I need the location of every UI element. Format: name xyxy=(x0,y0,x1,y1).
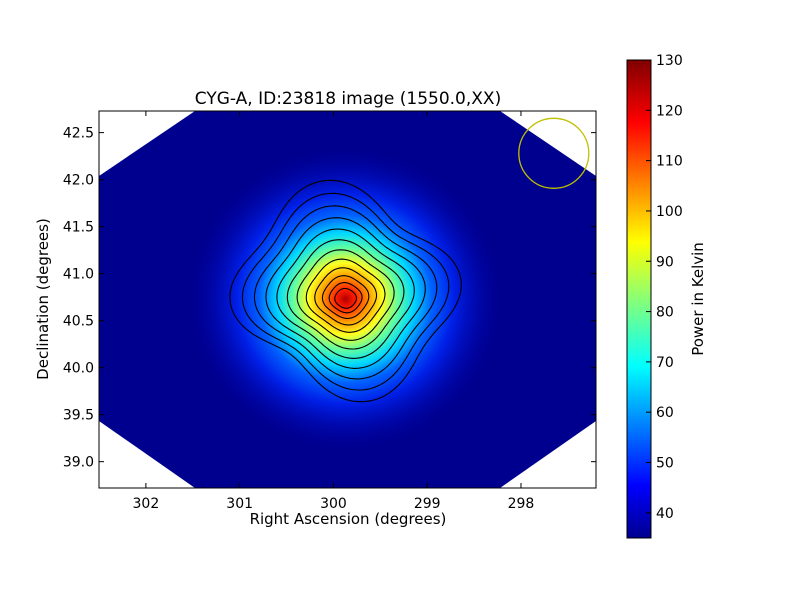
colorbar-tick-label: 50 xyxy=(656,456,674,472)
colorbar-tick-label: 80 xyxy=(656,305,674,321)
contour-line xyxy=(305,258,386,333)
chart-title: CYG-A, ID:23818 image (1550.0,XX) xyxy=(195,89,501,109)
y-axis-ticks: 39.0 39.5 40.0 40.5 41.0 41.5 42.0 42.5 xyxy=(63,126,596,471)
colorbar-tick-label: 90 xyxy=(656,254,674,270)
y-tick-label: 39.0 xyxy=(63,455,94,471)
x-tick-label: 302 xyxy=(133,496,160,512)
colorbar-tick-label: 60 xyxy=(656,405,674,421)
y-tick-label: 40.0 xyxy=(63,361,94,377)
y-tick-label: 40.5 xyxy=(63,314,94,330)
colorbar-tick-label: 100 xyxy=(656,204,683,220)
plot-area xyxy=(99,111,596,488)
contour-line xyxy=(229,179,462,403)
x-tick-label: 299 xyxy=(414,496,441,512)
beam-marker xyxy=(518,117,590,189)
contour-line xyxy=(314,267,378,326)
radio-source xyxy=(190,149,501,450)
y-tick-label: 41.5 xyxy=(63,220,94,236)
colorbar-tick-label: 110 xyxy=(656,154,683,170)
colorbar xyxy=(626,59,652,539)
contour-line xyxy=(241,192,450,391)
contour-line xyxy=(328,282,363,314)
x-axis-ticks: 302 301 300 299 298 xyxy=(133,111,535,512)
x-tick-label: 301 xyxy=(226,496,253,512)
x-tick-label: 298 xyxy=(508,496,535,512)
contour-line xyxy=(253,205,438,380)
contour-lines xyxy=(229,179,462,403)
contour-line xyxy=(276,228,415,359)
x-tick-label: 300 xyxy=(320,496,347,512)
y-tick-label: 39.5 xyxy=(63,408,94,424)
colorbar-tick-label: 120 xyxy=(656,103,683,119)
y-tick-label: 42.0 xyxy=(63,173,94,189)
colorbar-ticks: 40 50 60 70 80 90 100 110 120 130 xyxy=(646,53,683,522)
colorbar-tick-label: 130 xyxy=(656,53,683,69)
contour-line xyxy=(265,217,426,369)
colorbar-tick-label: 40 xyxy=(656,506,674,522)
source-emission xyxy=(190,149,501,450)
y-tick-label: 41.0 xyxy=(63,267,94,283)
y-axis-label: Declination (degrees) xyxy=(34,218,52,380)
contour-line xyxy=(286,239,405,350)
plot-frame xyxy=(98,110,597,489)
colorbar-label: Power in Kelvin xyxy=(689,242,707,356)
contour-line xyxy=(334,287,357,309)
contour-line xyxy=(321,275,370,319)
contour-line xyxy=(296,249,395,341)
x-axis-label: Right Ascension (degrees) xyxy=(250,510,447,528)
colorbar-tick-label: 70 xyxy=(656,355,674,371)
y-tick-label: 42.5 xyxy=(63,126,94,142)
